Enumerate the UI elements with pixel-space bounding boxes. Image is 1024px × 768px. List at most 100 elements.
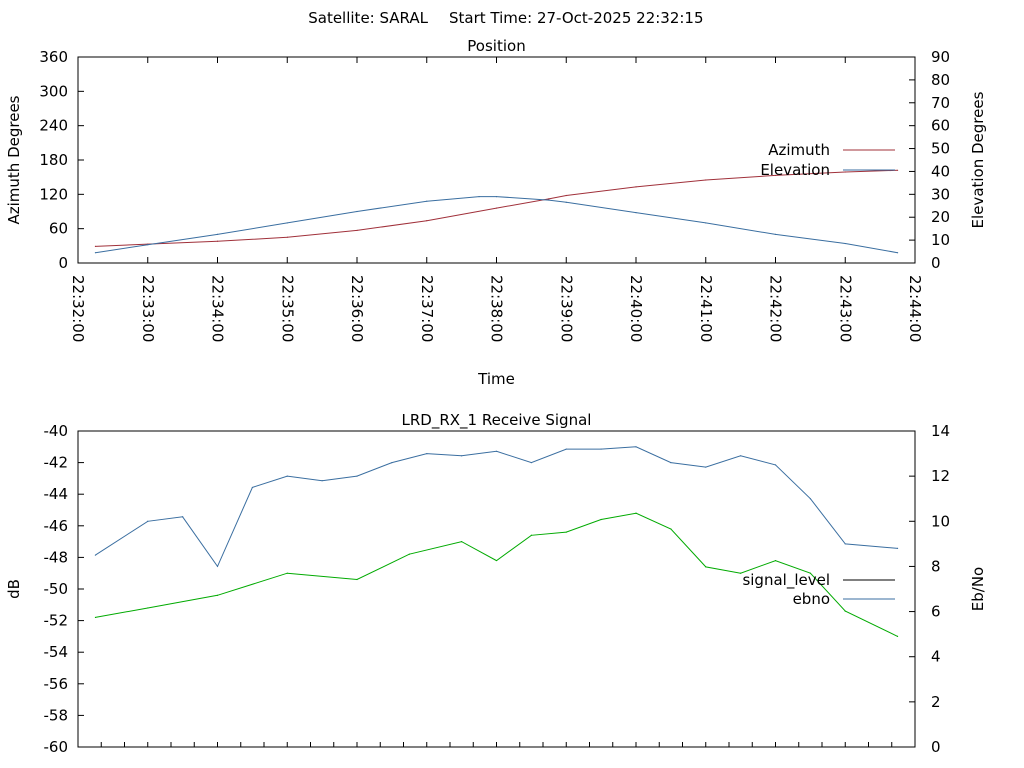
position-series-Azimuth-point bbox=[705, 179, 707, 181]
position-x-tick-label: 22:44:00 bbox=[906, 275, 924, 342]
signal-y2-tick-label: 2 bbox=[931, 693, 941, 711]
position-series-Azimuth-line bbox=[95, 169, 898, 247]
signal-y-tick-label: -44 bbox=[44, 485, 69, 503]
signal-y2-tick-label: 10 bbox=[931, 512, 950, 530]
signal-series-signal_level-point bbox=[94, 616, 97, 619]
signal-series-ebno-point bbox=[635, 446, 637, 448]
position-series-Azimuth-point bbox=[548, 198, 550, 200]
position-x-tick-label: 22:37:00 bbox=[418, 275, 436, 342]
signal-series-ebno-point bbox=[705, 466, 707, 468]
signal-series-signal_level-point bbox=[216, 594, 219, 596]
position-series-Elevation-point bbox=[286, 222, 288, 224]
position-x-tick-label: 22:36:00 bbox=[348, 275, 366, 342]
signal-y-tick-label: -60 bbox=[44, 738, 69, 756]
position-series-Azimuth-point bbox=[286, 236, 288, 238]
position-series-Azimuth-point bbox=[844, 171, 846, 173]
position-y2-tick-label: 80 bbox=[931, 71, 950, 89]
signal-chart-title: LRD_RX_1 Receive Signal bbox=[402, 411, 592, 430]
position-y-tick-label: 360 bbox=[39, 48, 68, 66]
signal-series-ebno-point bbox=[216, 565, 219, 568]
position-series-Elevation-point bbox=[896, 252, 899, 254]
signal-series-signal_level-point bbox=[635, 512, 637, 514]
signal-series-signal_level-point bbox=[844, 610, 846, 612]
signal-series-ebno-point bbox=[286, 475, 288, 477]
signal-series-ebno-point bbox=[147, 520, 149, 522]
signal-series-signal_level-point bbox=[809, 572, 811, 574]
signal-y-tick-label: -40 bbox=[44, 422, 69, 440]
signal-series-signal_level-point bbox=[896, 635, 899, 638]
signal-series-signal_level-point bbox=[740, 572, 742, 574]
position-series-Elevation-point bbox=[495, 196, 498, 198]
signal-legend-label-ebno: ebno bbox=[793, 590, 830, 608]
signal-series-ebno-point bbox=[356, 475, 358, 477]
position-series-Azimuth-point bbox=[565, 194, 567, 197]
position-y-axis-label: Azimuth Degrees bbox=[5, 95, 23, 224]
position-x-tick-label: 22:40:00 bbox=[627, 275, 645, 342]
position-y2-tick-label: 30 bbox=[931, 185, 950, 203]
position-series-Azimuth-point bbox=[495, 207, 498, 209]
signal-series-signal_level-point bbox=[530, 534, 532, 536]
position-series-Elevation-point bbox=[844, 242, 846, 245]
signal-y2-tick-label: 12 bbox=[931, 467, 950, 485]
signal-y2-axis-label: Eb/No bbox=[969, 567, 987, 611]
signal-series-ebno-point bbox=[182, 516, 184, 518]
signal-y-tick-label: -52 bbox=[44, 612, 69, 630]
signal-series-signal_level-point bbox=[670, 528, 672, 530]
position-y2-tick-label: 50 bbox=[931, 140, 950, 158]
position-y2-tick-label: 40 bbox=[931, 162, 950, 180]
signal-series-ebno-point bbox=[809, 498, 811, 500]
signal-y-tick-label: -42 bbox=[44, 454, 69, 472]
position-series-Elevation-point bbox=[216, 233, 219, 235]
signal-series-ebno-line bbox=[95, 446, 898, 568]
position-series-Elevation-point bbox=[774, 233, 777, 235]
position-y2-tick-label: 70 bbox=[931, 94, 950, 112]
signal-series-ebno-point bbox=[321, 480, 323, 482]
position-plot-frame bbox=[77, 56, 916, 264]
position-series-Elevation-point bbox=[705, 222, 707, 224]
position-series-Azimuth-point bbox=[896, 169, 899, 171]
signal-legend-label-signal_level: signal_level bbox=[742, 571, 830, 590]
signal-y-tick-label: -58 bbox=[44, 706, 69, 724]
position-y-tick-label: 120 bbox=[39, 185, 68, 203]
position-series-Elevation-point bbox=[356, 210, 358, 213]
signal-series-signal_level-point bbox=[147, 607, 149, 609]
position-series-Elevation-line bbox=[95, 196, 898, 254]
position-chart-title: Position bbox=[467, 37, 525, 55]
signal-series-ebno-point bbox=[461, 455, 463, 457]
position-series-Azimuth-point bbox=[774, 174, 777, 177]
signal-y2-tick-label: 8 bbox=[931, 557, 941, 575]
figure-satellite-label: Satellite: SARAL bbox=[308, 9, 428, 27]
signal-y2-tick-label: 0 bbox=[931, 738, 941, 756]
position-legend-label-Elevation: Elevation bbox=[760, 161, 830, 179]
position-series-Elevation-point bbox=[548, 199, 550, 201]
signal-series-signal_level-point bbox=[461, 541, 463, 543]
signal-y-tick-label: -46 bbox=[44, 517, 69, 535]
signal-series-ebno-point bbox=[426, 452, 428, 455]
position-series-Elevation-point bbox=[635, 212, 637, 214]
signal-series-signal_level-point bbox=[495, 559, 498, 562]
signal-y-tick-label: -48 bbox=[44, 548, 69, 566]
figure-start-time-label: Start Time: 27-Oct-2025 22:32:15 bbox=[449, 9, 704, 27]
position-series-Azimuth-point bbox=[356, 229, 358, 231]
position-legend-label-Azimuth: Azimuth bbox=[768, 141, 830, 159]
signal-series-signal_level-point bbox=[408, 553, 410, 555]
position-x-tick-label: 22:39:00 bbox=[557, 275, 575, 342]
position-series-Elevation-point bbox=[94, 252, 97, 254]
signal-series-ebno-point bbox=[565, 448, 567, 450]
position-x-tick-label: 22:42:00 bbox=[767, 275, 785, 342]
signal-series-ebno-point bbox=[670, 462, 672, 464]
signal-y-axis-label: dB bbox=[5, 579, 23, 599]
signal-series-ebno-point bbox=[896, 547, 899, 549]
position-y-tick-label: 300 bbox=[39, 82, 68, 100]
signal-series-ebno-point bbox=[94, 554, 97, 556]
position-y-tick-label: 180 bbox=[39, 151, 68, 169]
position-series-Azimuth-point bbox=[426, 220, 428, 222]
position-y-tick-label: 0 bbox=[58, 254, 68, 272]
signal-series-ebno-point bbox=[251, 486, 253, 489]
position-x-tick-label: 22:33:00 bbox=[139, 275, 157, 342]
position-y2-tick-label: 90 bbox=[931, 48, 950, 66]
position-series-Elevation-point bbox=[565, 201, 567, 203]
position-x-tick-label: 22:43:00 bbox=[836, 275, 854, 342]
signal-series-signal_level-point bbox=[600, 518, 602, 521]
